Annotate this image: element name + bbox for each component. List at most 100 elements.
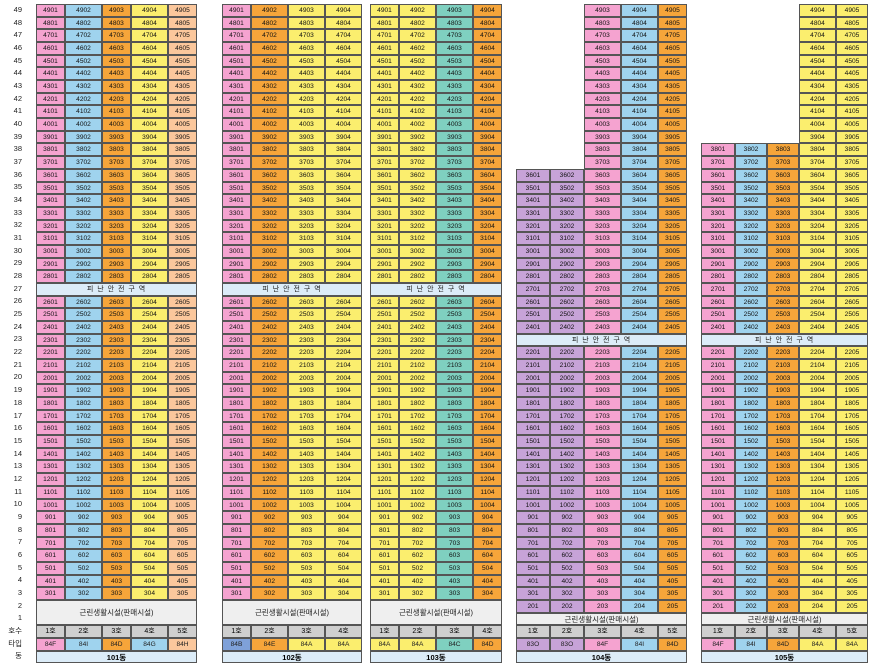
unit-cell: 1804 — [325, 397, 362, 410]
unit-cell: 1501 — [36, 435, 65, 448]
unit-number-label: 4호 — [799, 625, 836, 638]
unit-cell: 2501 — [370, 308, 399, 321]
unit-cell: 4702 — [251, 29, 288, 43]
unit-number-label: 3호 — [102, 625, 131, 638]
unit-cell: 2003 — [288, 371, 325, 385]
unit-cell: 402 — [735, 574, 767, 588]
floor-label: 22 — [13, 347, 22, 357]
unit-cell: 603 — [102, 549, 131, 562]
unit-cell: 2603 — [436, 295, 473, 309]
unit-cell: 1705 — [658, 409, 687, 423]
floor-label: 26 — [13, 296, 22, 306]
unit-cell: 4104 — [131, 105, 168, 119]
unit-cell: 2801 — [701, 270, 735, 283]
unit-cell: 2802 — [399, 270, 436, 283]
unit-cell: 305 — [836, 587, 868, 600]
unit-cell: 3902 — [65, 130, 102, 144]
unit-cell: 1805 — [658, 397, 687, 410]
unit-cell: 1305 — [836, 460, 868, 474]
unit-cell: 4204 — [131, 92, 168, 106]
unit-cell: 1202 — [251, 473, 288, 486]
floor-label: 7 — [17, 537, 22, 547]
unit-cell: 4002 — [251, 118, 288, 131]
unit-cell: 4005 — [836, 118, 868, 131]
unit-cell: 4604 — [325, 42, 362, 55]
unit-cell: 4805 — [658, 16, 687, 30]
floor-label: 35 — [13, 182, 22, 192]
unit-cell: 2004 — [131, 371, 168, 385]
unit-cell: 1201 — [36, 473, 65, 486]
unit-cell: 3604 — [473, 168, 502, 182]
unit-cell: 3004 — [473, 244, 502, 258]
unit-cell: 403 — [288, 574, 325, 588]
commercial-facility: 근린생활시설(판매시설) — [370, 599, 502, 626]
unit-cell: 1505 — [658, 435, 687, 448]
floor-label: 28 — [13, 271, 22, 281]
unit-cell: 1303 — [288, 460, 325, 474]
unit-cell: 1204 — [621, 473, 658, 486]
unit-cell: 2101 — [701, 359, 735, 372]
unit-cell: 2803 — [436, 270, 473, 283]
unit-cell: 1402 — [735, 447, 767, 461]
unit-cell: 4405 — [836, 67, 868, 81]
unit-cell: 3104 — [473, 232, 502, 245]
floor-label: 15 — [13, 435, 22, 445]
unit-cell: 1005 — [658, 498, 687, 512]
floor-label: 13 — [13, 461, 22, 471]
unit-cell: 4202 — [251, 92, 288, 106]
unit-cell: 2401 — [516, 321, 550, 334]
unit-cell: 2004 — [473, 371, 502, 385]
unit-cell: 1704 — [799, 409, 836, 423]
unit-cell: 4704 — [131, 29, 168, 43]
unit-cell: 305 — [658, 587, 687, 600]
unit-cell: 1402 — [65, 447, 102, 461]
floor-label: 호수 — [8, 625, 22, 635]
unit-cell: 3101 — [701, 232, 735, 245]
unit-cell: 902 — [399, 511, 436, 524]
unit-cell: 4604 — [621, 42, 658, 55]
unit-cell: 2903 — [288, 257, 325, 271]
unit-cell: 3104 — [325, 232, 362, 245]
unit-cell: 3205 — [658, 219, 687, 233]
unit-cell: 2202 — [65, 346, 102, 360]
unit-cell: 3502 — [251, 181, 288, 195]
unit-cell: 4302 — [65, 80, 102, 93]
unit-cell: 3204 — [621, 219, 658, 233]
unit-cell: 3402 — [735, 194, 767, 207]
unit-cell: 703 — [102, 536, 131, 550]
unit-cell: 2405 — [168, 321, 197, 334]
floor-label: 20 — [13, 372, 22, 382]
unit-cell: 2102 — [550, 359, 584, 372]
unit-cell: 2203 — [584, 346, 621, 360]
unit-cell: 2004 — [325, 371, 362, 385]
unit-cell: 3001 — [370, 244, 399, 258]
unit-cell: 2402 — [399, 321, 436, 334]
unit-cell: 1704 — [621, 409, 658, 423]
unit-cell: 4105 — [658, 105, 687, 119]
unit-cell: 2605 — [168, 295, 197, 309]
unit-number-label: 1호 — [516, 625, 550, 638]
unit-cell: 3301 — [36, 206, 65, 220]
unit-cell: 4203 — [584, 92, 621, 106]
unit-cell: 2005 — [658, 371, 687, 385]
unit-cell: 1603 — [288, 422, 325, 436]
unit-cell: 3803 — [436, 143, 473, 157]
unit-cell: 3504 — [325, 181, 362, 195]
unit-cell: 3302 — [251, 206, 288, 220]
unit-cell: 504 — [473, 561, 502, 575]
unit-cell: 1001 — [222, 498, 251, 512]
unit-cell: 3503 — [102, 181, 131, 195]
unit-cell: 2101 — [36, 359, 65, 372]
unit-cell: 2902 — [251, 257, 288, 271]
unit-cell: 1701 — [516, 409, 550, 423]
floor-column: 49 48 47 46 45 44 43 42 41 40 39 38 37 36 35 34 33 32 31 30… — [0, 4, 28, 663]
unit-number-label: 5호 — [168, 625, 197, 638]
unit-cell: 4304 — [799, 80, 836, 93]
unit-cell: 703 — [584, 536, 621, 550]
unit-cell: 2503 — [767, 308, 799, 321]
unit-cell: 2303 — [436, 333, 473, 347]
unit-cell: 705 — [168, 536, 197, 550]
unit-cell: 4702 — [65, 29, 102, 43]
unit-cell: 301 — [516, 587, 550, 600]
unit-cell: 403 — [102, 574, 131, 588]
